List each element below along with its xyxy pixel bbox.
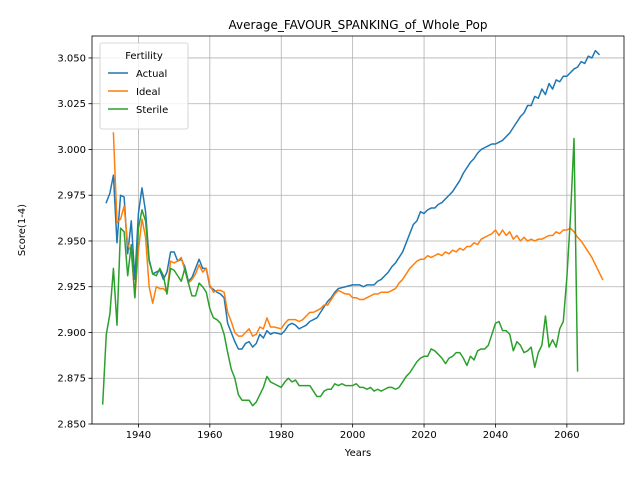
x-tick-label: 2060 xyxy=(554,430,579,441)
legend-box xyxy=(99,42,189,130)
legend-entries: Actual Ideal Sterile xyxy=(108,69,168,116)
legend-label-actual: Actual xyxy=(136,69,167,80)
y-tick-label: 3.050 xyxy=(57,53,86,64)
legend: Fertility Actual Ideal Sterile xyxy=(99,42,189,130)
x-tick-label: 1980 xyxy=(269,430,294,441)
y-tick-label: 3.025 xyxy=(57,99,86,110)
y-tick-label: 2.950 xyxy=(57,236,86,247)
x-tick-label: 2020 xyxy=(411,430,436,441)
x-axis-label: Years xyxy=(344,448,371,459)
x-tick-label: 1960 xyxy=(197,430,222,441)
y-tick-label: 2.850 xyxy=(57,420,86,431)
plot-frame xyxy=(91,35,625,425)
series-lines xyxy=(101,49,604,407)
x-tick-label: 1940 xyxy=(126,430,151,441)
y-tick-label: 2.900 xyxy=(57,328,86,339)
legend-label-ideal: Ideal xyxy=(136,87,160,98)
legend-label-sterile: Sterile xyxy=(136,105,168,116)
series-line-actual xyxy=(105,49,601,350)
x-axis-ticks: 1940 1960 1980 2000 2020 2040 2060 xyxy=(126,424,580,441)
y-axis-ticks: 2.850 2.875 2.900 2.925 2.950 2.975 3.000 3.025… xyxy=(57,53,92,431)
series-line-ideal xyxy=(112,132,604,337)
x-tick-label: 2000 xyxy=(340,430,365,441)
series-line-sterile xyxy=(101,137,579,407)
y-axis-label: Score(1-4) xyxy=(17,204,28,256)
y-tick-label: 2.875 xyxy=(57,374,86,385)
x-tick-label: 2040 xyxy=(483,430,508,441)
y-tick-label: 2.925 xyxy=(57,282,86,293)
legend-title: Fertility xyxy=(125,51,163,62)
chart-title: Average_FAVOUR_SPANKING_of_Whole_Pop xyxy=(229,18,488,32)
y-tick-label: 2.975 xyxy=(57,191,86,202)
y-tick-label: 3.000 xyxy=(57,145,86,156)
